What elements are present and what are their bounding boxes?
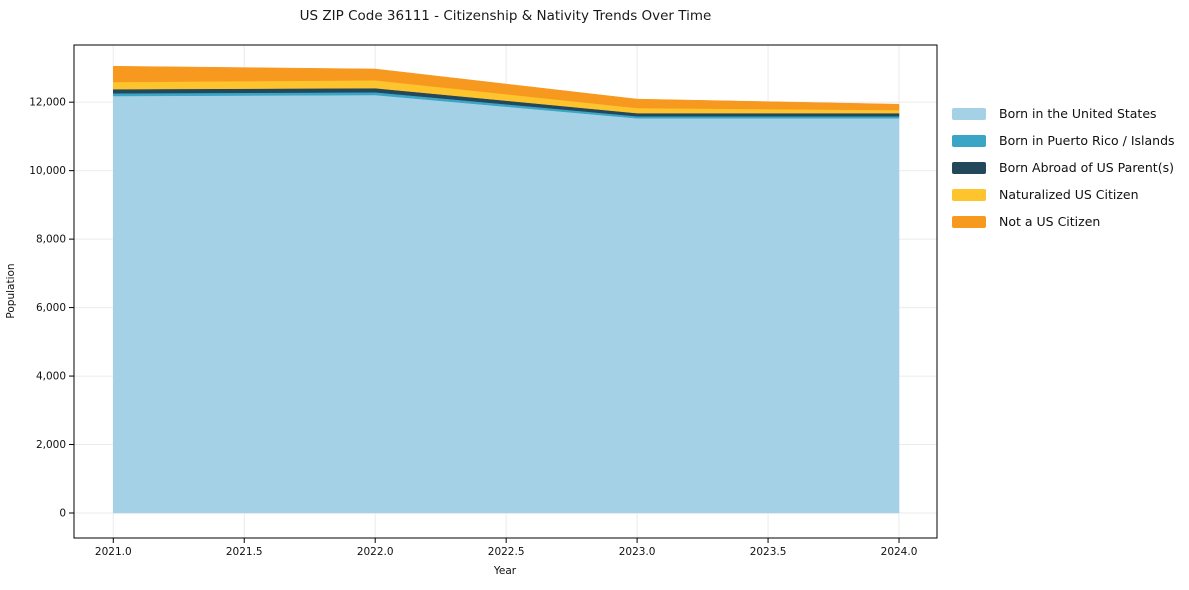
legend-label: Born in Puerto Rico / Islands xyxy=(999,133,1175,148)
legend: Born in the United States Born in Puerto … xyxy=(952,100,1175,235)
x-tick-label: 2021.5 xyxy=(226,546,263,558)
legend-item: Naturalized US Citizen xyxy=(952,181,1175,208)
x-tick-label: 2022.5 xyxy=(488,546,525,558)
y-tick-label: 6,000 xyxy=(36,302,66,314)
chart-title: US ZIP Code 36111 - Citizenship & Nativi… xyxy=(299,8,712,24)
legend-item: Born Abroad of US Parent(s) xyxy=(952,154,1175,181)
area-not-a-us-citizen xyxy=(113,65,900,111)
y-tick-label: 12,000 xyxy=(29,97,66,109)
legend-swatch xyxy=(952,188,986,201)
legend-item: Born in Puerto Rico / Islands xyxy=(952,127,1175,154)
x-tick-label: 2022.0 xyxy=(357,546,394,558)
area-layer xyxy=(113,65,900,514)
axis-layer: 2021.0 2021.5 2022.0 2022.5 2023.0 2023.5 2024… xyxy=(29,44,938,558)
area-born-in-the-united-states xyxy=(113,94,900,514)
y-axis-label: Population xyxy=(5,263,17,318)
plot-border xyxy=(73,44,938,539)
x-tick-label: 2024.0 xyxy=(881,546,918,558)
legend-label: Not a US Citizen xyxy=(999,214,1101,229)
x-tick-label: 2023.5 xyxy=(750,546,787,558)
y-tick-label: 8,000 xyxy=(36,234,66,246)
x-tick-label: 2021.0 xyxy=(95,546,132,558)
legend-label: Born Abroad of US Parent(s) xyxy=(999,160,1174,175)
legend-swatch xyxy=(952,215,986,228)
y-tick-label: 2,000 xyxy=(36,439,66,451)
legend-label: Naturalized US Citizen xyxy=(999,187,1139,202)
y-tick-label: 0 xyxy=(59,508,66,520)
legend-item: Born in the United States xyxy=(952,100,1175,127)
legend-label: Born in the United States xyxy=(999,106,1157,121)
legend-swatch xyxy=(952,134,986,147)
legend-swatch xyxy=(952,107,986,120)
y-tick-label: 4,000 xyxy=(36,371,66,383)
y-tick-label: 10,000 xyxy=(29,165,66,177)
x-tick-label: 2023.0 xyxy=(619,546,656,558)
legend-swatch xyxy=(952,161,986,174)
x-axis-label: Year xyxy=(493,565,517,577)
legend-item: Not a US Citizen xyxy=(952,208,1175,235)
